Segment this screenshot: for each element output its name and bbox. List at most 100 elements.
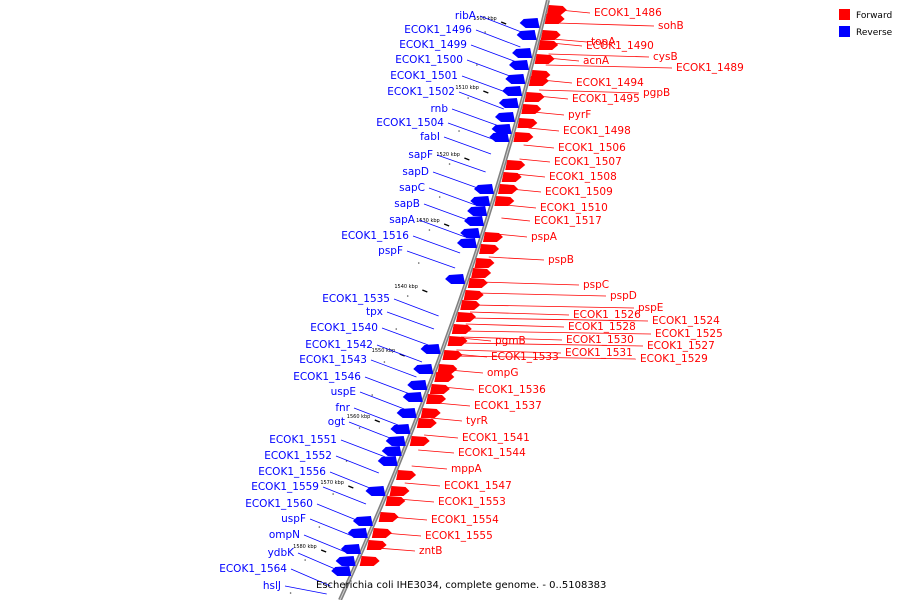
reverse-gene-mark	[402, 392, 423, 402]
forward-gene-label: pspE	[638, 302, 663, 314]
forward-gene-mark	[366, 540, 387, 550]
reverse-gene-label: ECOK1_1552	[264, 450, 332, 462]
forward-gene-leader	[480, 281, 580, 286]
forward-gene-leader	[528, 127, 560, 132]
forward-gene-label: ECOK1_1531	[565, 347, 633, 359]
forward-gene-label: ompG	[487, 367, 518, 379]
reverse-gene-label: ECOK1_1500	[395, 54, 463, 66]
tick-mark	[500, 21, 507, 25]
forward-gene-label: ECOK1_1486	[594, 7, 662, 19]
reverse-gene-leader	[451, 108, 500, 127]
forward-gene-mark	[434, 372, 455, 382]
forward-gene-leader	[458, 342, 644, 347]
reverse-gene-leader	[322, 486, 367, 505]
reverse-gene-mark	[331, 566, 352, 576]
reverse-gene-leader	[370, 359, 417, 378]
reverse-gene-leader	[284, 585, 327, 595]
legend-forward-swatch	[839, 9, 850, 20]
minor-tick	[358, 427, 361, 429]
reverse-gene-label: sapB	[394, 198, 420, 210]
forward-gene-label: pyrF	[568, 109, 591, 121]
forward-gene-label: acnA	[583, 55, 610, 67]
forward-gene-label: ECOK1_1510	[540, 202, 608, 214]
forward-gene-label: tyrR	[466, 415, 488, 427]
forward-gene-label: pspB	[548, 254, 574, 266]
reverse-gene-label: ECOK1_1540	[310, 322, 378, 334]
reverse-gene-leader	[406, 250, 456, 269]
backbone-layer	[338, 0, 550, 600]
reverse-gene-leader	[364, 376, 411, 395]
forward-gene-mark	[460, 300, 481, 310]
tick-label: 1550 kbp	[372, 348, 396, 354]
reverse-gene-mark	[509, 60, 530, 70]
reverse-gene-leader	[443, 136, 492, 155]
forward-gene-leader	[488, 256, 545, 261]
forward-gene-leader	[559, 9, 591, 14]
reverse-gene-mark	[495, 112, 516, 122]
forward-gene-label: ECOK1_1533	[491, 351, 559, 363]
legend-reverse-label: Reverse	[856, 28, 893, 38]
reverse-gene-label: sapC	[399, 182, 425, 194]
legend-forward[interactable]: Forward	[839, 9, 892, 21]
forward-gene-leader	[472, 304, 635, 309]
forward-gene-mark	[442, 350, 463, 360]
reverse-gene-label: ECOK1_1543	[299, 354, 367, 366]
reverse-gene-label: ECOK1_1551	[269, 434, 337, 446]
reverse-gene-label: ompN	[269, 529, 300, 541]
backbone-highlight	[339, 0, 549, 600]
reverse-gene-mark	[502, 86, 523, 96]
reverse-gene-leader	[466, 59, 513, 78]
reverse-gene-mark	[390, 424, 411, 434]
forward-gene-label: pgpB	[643, 87, 670, 99]
forward-gene-leader	[532, 111, 565, 116]
forward-gene-mark	[371, 528, 392, 538]
reverse-gene-leader	[447, 122, 496, 141]
forward-gene-label: cysB	[653, 51, 678, 63]
forward-gene-label: pgmB	[495, 335, 526, 347]
reverse-gene-label: hslJ	[263, 580, 281, 592]
forward-gene-mark	[378, 512, 399, 522]
forward-gene-mark	[494, 196, 515, 206]
reverse-gene-mark	[413, 364, 434, 374]
forward-gene-label: mppA	[451, 463, 483, 475]
tick-label: 1510 kbp	[455, 85, 479, 91]
reverse-gene-leader	[470, 44, 517, 63]
reverse-gene-mark	[420, 344, 441, 354]
reverse-gene-label: ECOK1_1556	[258, 466, 326, 478]
tick-mark	[464, 157, 470, 161]
minor-tick	[458, 130, 460, 132]
minor-tick	[406, 295, 409, 297]
reverse-gene-leader	[412, 235, 461, 254]
reverse-gene-label: ribA	[455, 10, 477, 22]
gene-layer	[331, 5, 567, 576]
reverse-gene-leader	[316, 503, 359, 522]
map-caption: Escherichia coli IHE3034, complete genom…	[316, 580, 606, 591]
forward-gene-label: ECOK1_1494	[576, 77, 644, 89]
forward-gene-mark	[538, 40, 559, 50]
reverse-gene-leader	[297, 552, 338, 571]
legend-reverse[interactable]: Reverse	[839, 26, 893, 38]
forward-gene-leader	[436, 402, 471, 407]
reverse-gene-leader	[436, 154, 486, 173]
forward-gene-mark	[521, 104, 542, 114]
reverse-gene-label: ECOK1_1499	[399, 39, 467, 51]
forward-gene-leader	[377, 547, 416, 552]
forward-gene-leader	[470, 311, 570, 316]
reverse-gene-label: ECOK1_1542	[305, 339, 373, 351]
forward-gene-mark	[546, 5, 567, 15]
forward-gene-mark	[505, 160, 526, 170]
forward-gene-mark	[467, 278, 488, 288]
forward-gene-mark	[479, 244, 500, 254]
forward-gene-leader	[545, 64, 673, 69]
reverse-gene-label: ECOK1_1504	[376, 117, 444, 129]
forward-gene-leader	[467, 317, 649, 322]
tick-mark	[348, 485, 354, 489]
reverse-gene-label: uspE	[331, 386, 356, 398]
minor-tick	[304, 559, 306, 561]
reverse-gene-leader	[428, 187, 476, 206]
forward-gene-label: pspD	[610, 290, 637, 302]
forward-gene-label: ECOK1_1536	[478, 384, 546, 396]
forward-gene-leader	[510, 188, 542, 193]
reverse-gene-label: uspF	[281, 513, 306, 525]
forward-gene-mark	[544, 14, 565, 24]
